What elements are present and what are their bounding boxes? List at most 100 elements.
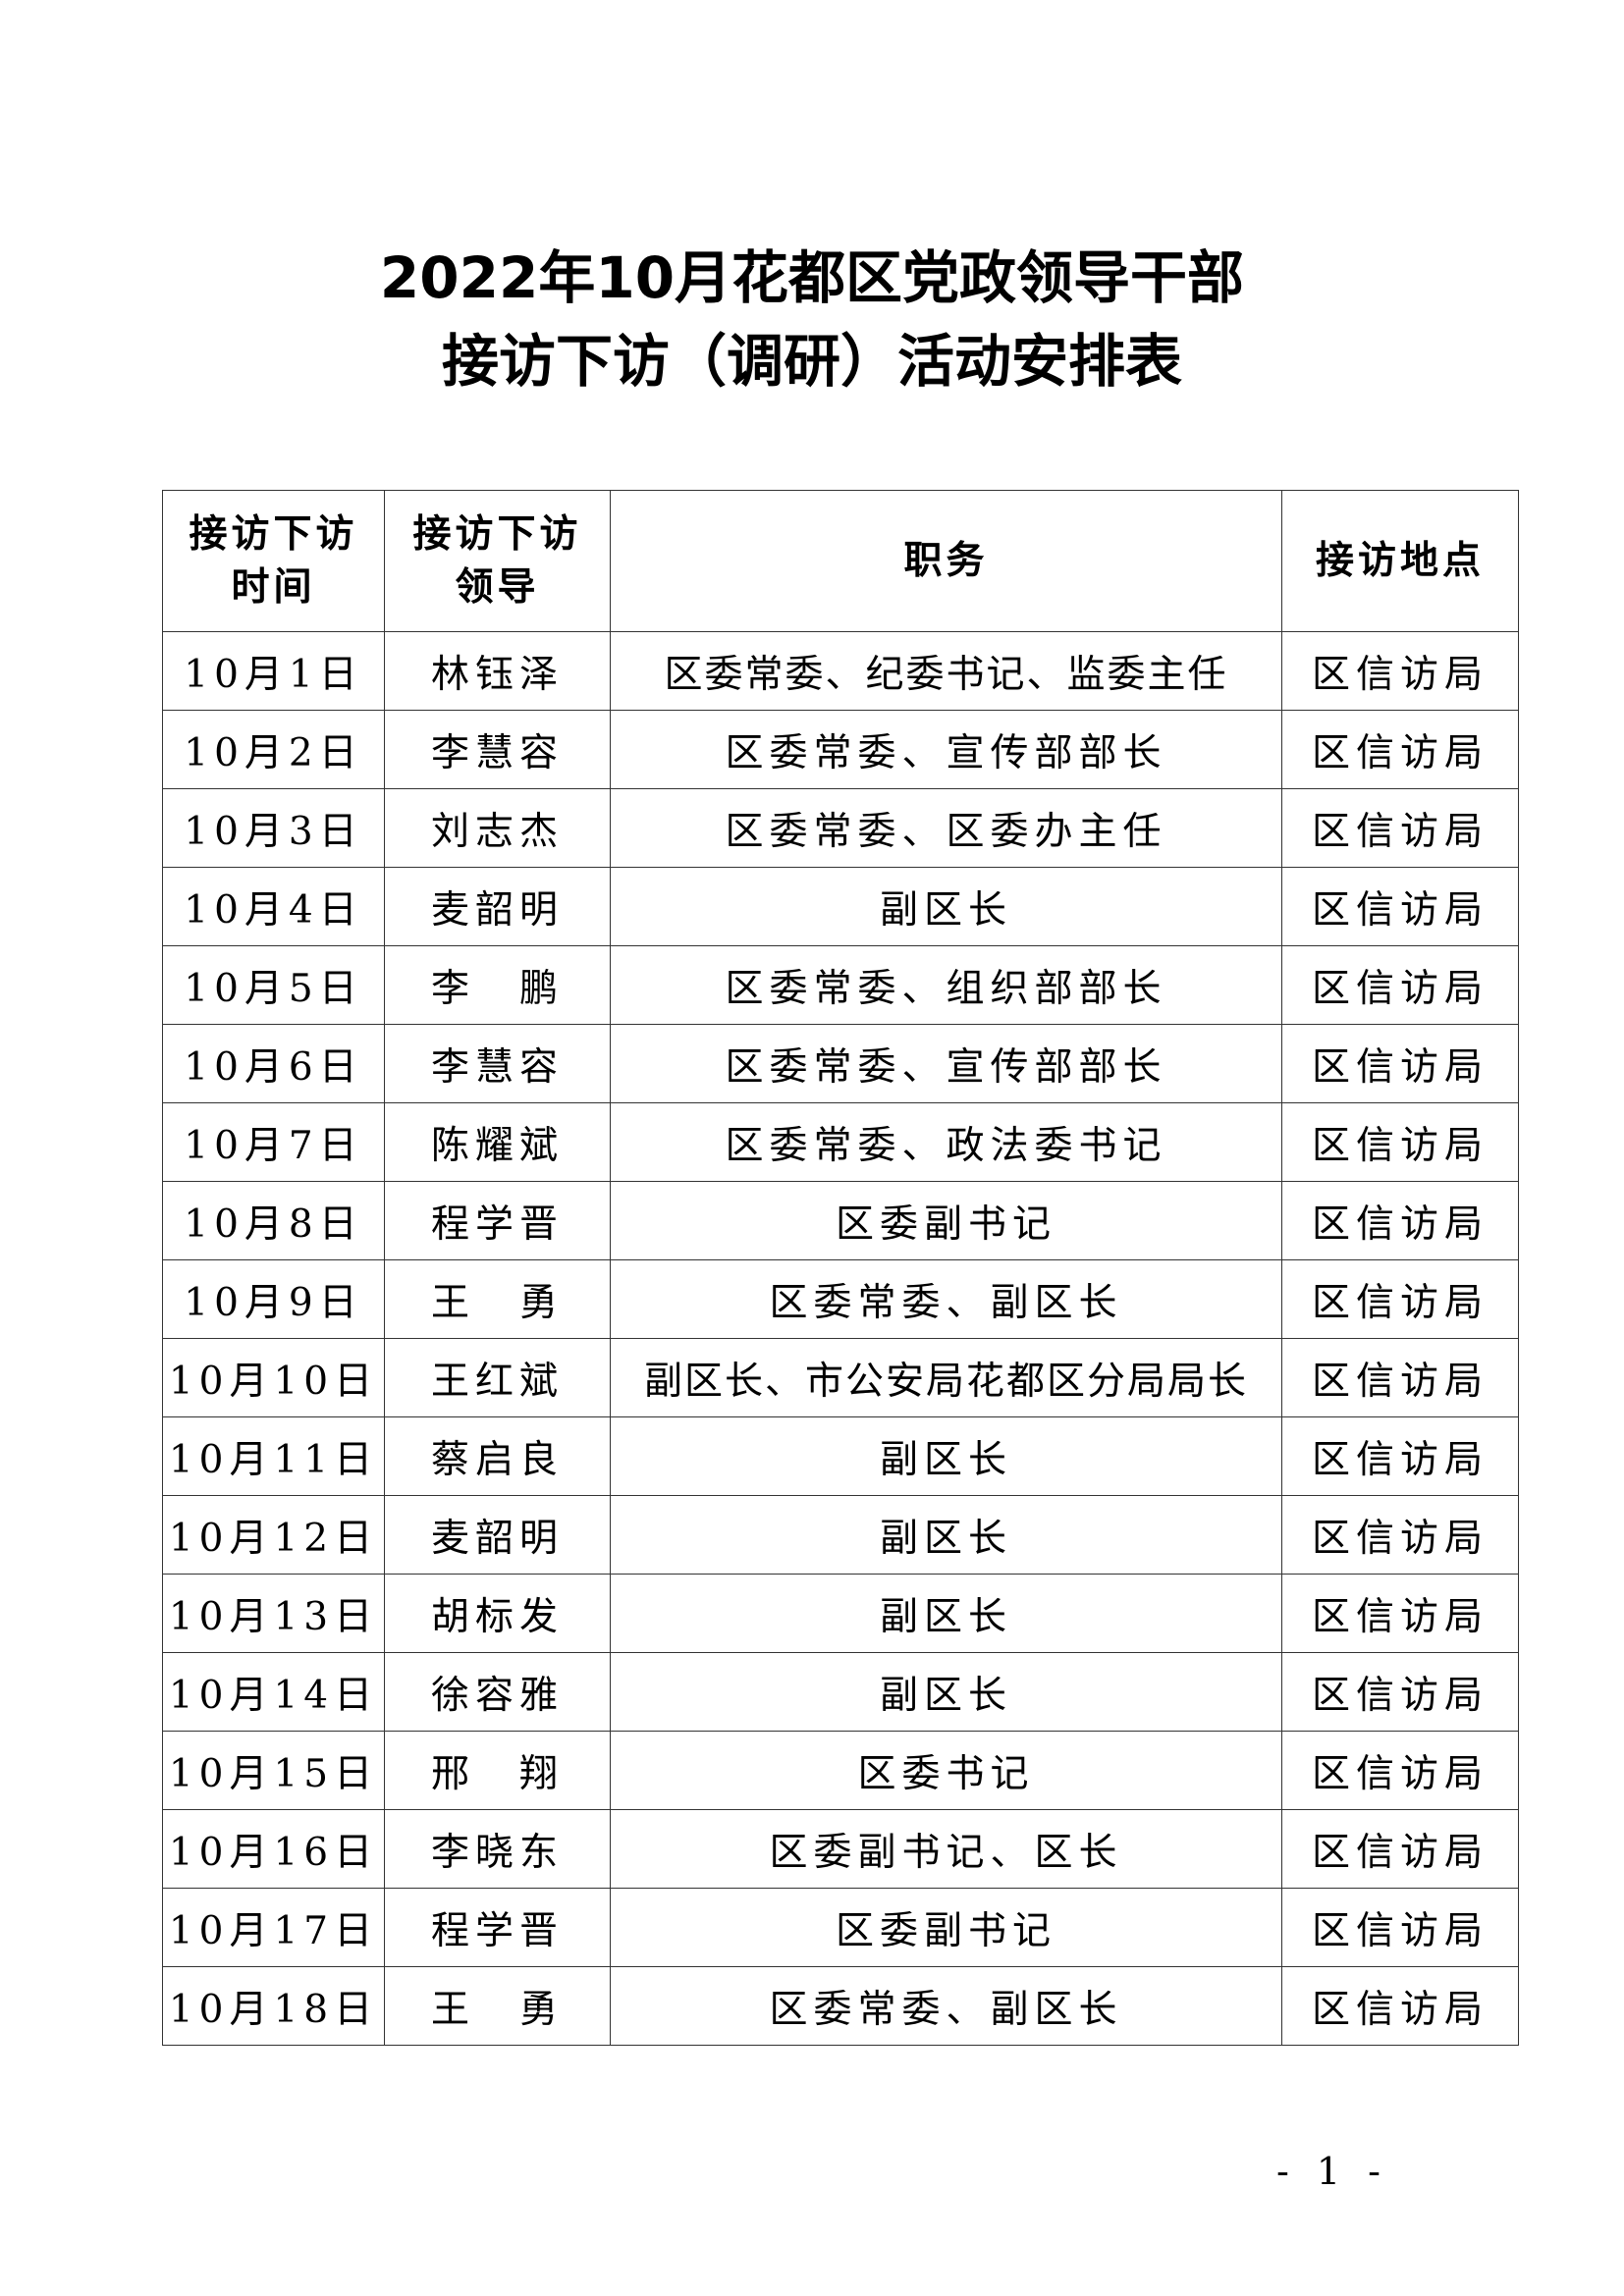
leader-cell: 蔡启良 (384, 1416, 611, 1496)
leader-cell: 李慧容 (384, 710, 611, 789)
header-date-line1: 接访下访 (189, 511, 358, 557)
table-row: 10月16日 李晓东 区委副书记、区长 区信访局 (162, 1809, 1519, 1889)
table-row: 10月3日 刘志杰 区委常委、区委办主任 区信访局 (162, 788, 1519, 868)
position-cell: 区委常委、宣传部部长 (610, 710, 1282, 789)
date-cell: 10月4日 (162, 867, 385, 946)
leader-cell: 陈耀斌 (384, 1102, 611, 1182)
table-row: 10月14日 徐容雅 副区长 区信访局 (162, 1652, 1519, 1732)
page-number: - 1 - (1276, 2150, 1389, 2193)
header-leader: 接访下访 领导 (384, 490, 611, 632)
table-row: 10月17日 程学晋 区委副书记 区信访局 (162, 1888, 1519, 1967)
date-cell: 10月17日 (162, 1888, 385, 1967)
location-cell: 区信访局 (1281, 631, 1519, 711)
location-cell: 区信访局 (1281, 945, 1519, 1025)
leader-cell: 麦韶明 (384, 867, 611, 946)
leader-cell: 麦韶明 (384, 1495, 611, 1575)
date-cell: 10月1日 (162, 631, 385, 711)
leader-cell: 李 鹏 (384, 945, 611, 1025)
table-row: 10月10日 王红斌 副区长、市公安局花都区分局局长 区信访局 (162, 1338, 1519, 1417)
header-date: 接访下访 时间 (162, 490, 385, 632)
location-cell: 区信访局 (1281, 867, 1519, 946)
date-cell: 10月18日 (162, 1966, 385, 2046)
header-leader-line2: 领导 (455, 564, 540, 610)
date-cell: 10月3日 (162, 788, 385, 868)
leader-cell: 王 勇 (384, 1259, 611, 1339)
location-cell: 区信访局 (1281, 1024, 1519, 1103)
date-cell: 10月5日 (162, 945, 385, 1025)
position-cell: 区委常委、政法委书记 (610, 1102, 1282, 1182)
leader-cell: 邢 翔 (384, 1731, 611, 1810)
table-row: 10月2日 李慧容 区委常委、宣传部部长 区信访局 (162, 710, 1519, 789)
position-cell: 副区长 (610, 1495, 1282, 1575)
date-cell: 10月7日 (162, 1102, 385, 1182)
document-title-line1: 2022年10月花都区党政领导干部 (379, 244, 1245, 311)
position-cell: 副区长、市公安局花都区分局局长 (610, 1338, 1282, 1417)
header-leader-line1: 接访下访 (412, 511, 582, 557)
date-cell: 10月14日 (162, 1652, 385, 1732)
table-row: 10月18日王 勇区委常委、副区长 区信访局 (162, 1966, 1519, 2046)
location-cell: 区信访局 (1281, 1574, 1519, 1653)
location-cell: 区信访局 (1281, 1652, 1519, 1732)
table-row: 10月8日 程学晋 区委副书记 区信访局 (162, 1181, 1519, 1260)
leader-cell: 林钰泽 (384, 631, 611, 711)
date-cell: 10月8日 (162, 1181, 385, 1260)
location-cell: 区信访局 (1281, 1966, 1519, 2046)
date-cell: 10月6日 (162, 1024, 385, 1103)
date-cell: 10月15日 (162, 1731, 385, 1810)
table-row: 10月1日 林钰泽 区委常委、纪委书记、监委主任 区信访局 (162, 631, 1519, 711)
position-cell: 区委副书记 (610, 1181, 1282, 1260)
location-cell: 区信访局 (1281, 1495, 1519, 1575)
table-row: 10月5日李 鹏区委常委、组织部部长 区信访局 (162, 945, 1519, 1025)
location-cell: 区信访局 (1281, 710, 1519, 789)
location-cell: 区信访局 (1281, 1888, 1519, 1967)
document-title-line2: 接访下访（调研）活动安排表 (441, 328, 1182, 395)
position-cell: 副区长 (610, 867, 1282, 946)
leader-cell: 徐容雅 (384, 1652, 611, 1732)
leader-cell: 王 勇 (384, 1966, 611, 2046)
leader-cell: 胡标发 (384, 1574, 611, 1653)
table-row: 10月12日 麦韶明 副区长 区信访局 (162, 1495, 1519, 1575)
date-cell: 10月2日 (162, 710, 385, 789)
location-cell: 区信访局 (1281, 1259, 1519, 1339)
table-row: 10月4日 麦韶明 副区长 区信访局 (162, 867, 1519, 946)
date-cell: 10月13日 (162, 1574, 385, 1653)
location-cell: 区信访局 (1281, 1102, 1519, 1182)
position-cell: 副区长 (610, 1416, 1282, 1496)
leader-cell: 李晓东 (384, 1809, 611, 1889)
table-row: 10月6日 李慧容 区委常委、宣传部部长 区信访局 (162, 1024, 1519, 1103)
position-cell: 区委常委、纪委书记、监委主任 (610, 631, 1282, 711)
location-cell: 区信访局 (1281, 1338, 1519, 1417)
header-position: 职务 (610, 490, 1282, 632)
location-cell: 区信访局 (1281, 1809, 1519, 1889)
leader-cell: 李慧容 (384, 1024, 611, 1103)
date-cell: 10月11日 (162, 1416, 385, 1496)
position-cell: 区委常委、副区长 (610, 1966, 1282, 2046)
header-location: 接访地点 (1281, 490, 1519, 632)
table-row: 10月13日 胡标发 副区长 区信访局 (162, 1574, 1519, 1653)
location-cell: 区信访局 (1281, 1181, 1519, 1260)
location-cell: 区信访局 (1281, 1731, 1519, 1810)
position-cell: 副区长 (610, 1574, 1282, 1653)
leader-cell: 程学晋 (384, 1888, 611, 1967)
position-cell: 区委常委、副区长 (610, 1259, 1282, 1339)
schedule-table: 接访下访 时间 接访下访领导 职务 接访地点 10月1日 林钰泽 区委常委、纪委书记、… (162, 490, 1519, 2046)
table-row: 10月11日 蔡启良 副区长 区信访局 (162, 1416, 1519, 1496)
position-cell: 区委副书记、区长 (610, 1809, 1282, 1889)
date-cell: 10月16日 (162, 1809, 385, 1889)
table-row: 10月7日 陈耀斌 区委常委、政法委书记 区信访局 (162, 1102, 1519, 1182)
table-row: 10月15日邢 翔区委书记 区信访局 (162, 1731, 1519, 1810)
table-header-row: 接访下访 时间 接访下访领导 职务 接访地点 (162, 490, 1519, 632)
date-cell: 10月12日 (162, 1495, 385, 1575)
leader-cell: 程学晋 (384, 1181, 611, 1260)
date-cell: 10月10日 (162, 1338, 385, 1417)
location-cell: 区信访局 (1281, 788, 1519, 868)
date-cell: 10月9日 (162, 1259, 385, 1339)
table-row: 10月9日王 勇区委常委、副区长 区信访局 (162, 1259, 1519, 1339)
position-cell: 区委副书记 (610, 1888, 1282, 1967)
position-cell: 副区长 (610, 1652, 1282, 1732)
leader-cell: 王红斌 (384, 1338, 611, 1417)
leader-cell: 刘志杰 (384, 788, 611, 868)
position-cell: 区委常委、宣传部部长 (610, 1024, 1282, 1103)
position-cell: 区委书记 (610, 1731, 1282, 1810)
location-cell: 区信访局 (1281, 1416, 1519, 1496)
